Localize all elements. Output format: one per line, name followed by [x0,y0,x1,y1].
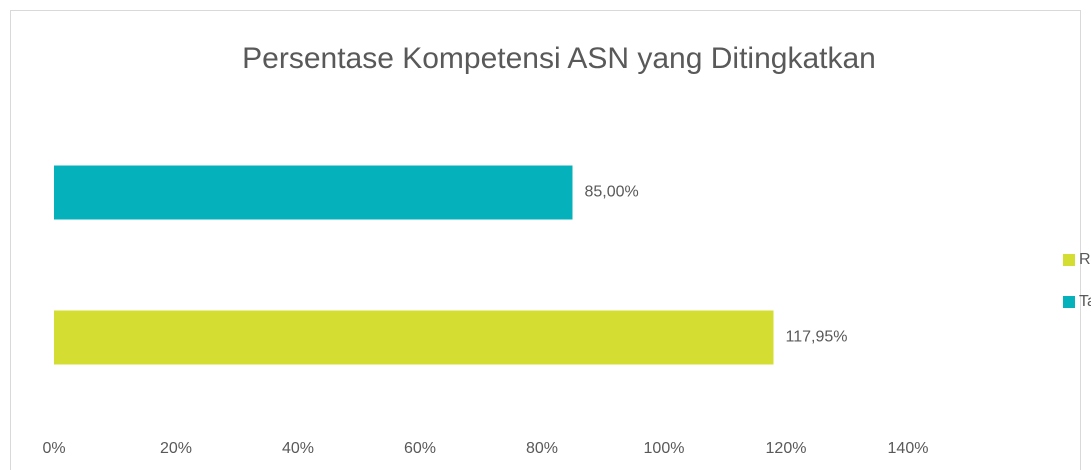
legend-swatch [1063,254,1075,266]
legend-label: Realisasi [1079,251,1091,268]
chart-title: Persentase Kompetensi ASN yang Ditingkat… [242,42,876,75]
x-tick-label: 20% [160,440,192,457]
legend-swatch [1063,296,1075,308]
x-tick-label: 100% [644,440,685,457]
chart-border [10,10,1081,470]
data-label: 117,95% [785,329,847,346]
bar [54,310,774,365]
x-tick-label: 40% [282,440,314,457]
bar [54,165,573,220]
legend-label: Target [1079,293,1091,310]
x-tick-label: 120% [766,440,807,457]
x-tick-label: 140% [888,440,929,457]
x-tick-label: 0% [42,440,65,457]
x-tick-label: 80% [526,440,558,457]
data-label: 85,00% [585,184,639,201]
x-tick-label: 60% [404,440,436,457]
